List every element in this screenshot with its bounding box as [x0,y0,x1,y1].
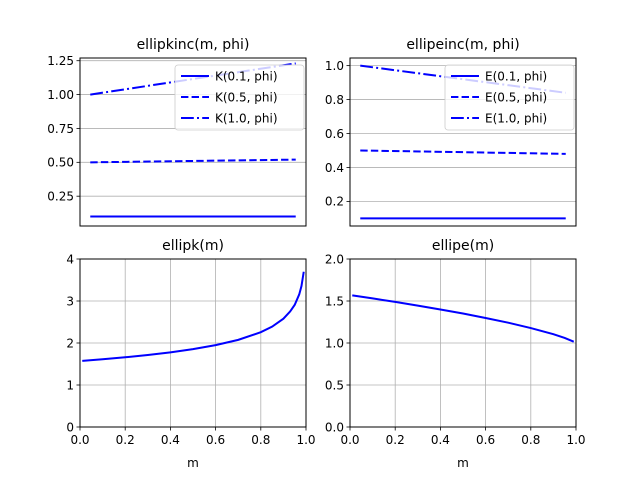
subplot-4: 0.0 0.5 1.0 1.5 2.0 0.0 0.2 0.4 0.6 0.8 1.0 ellipe(… [325,238,586,470]
axes-frame [79,258,307,428]
legend-box [174,64,305,131]
legend: E(0.1, phi) E(0.5, phi) E(1.0, phi) [444,64,575,131]
axes-frame [79,57,307,227]
legend: K(0.1, phi) K(0.5, phi) K(1.0, phi) [174,64,305,131]
y-tick-label: 0.2 [325,195,344,209]
legend-label: E(1.0, phi) [485,111,547,125]
x-tick-label: 0.6 [206,433,225,447]
x-tick-label: 0.6 [476,433,495,447]
axes-frame [349,57,577,227]
legend-label: K(0.5, phi) [215,90,278,104]
axes-frame [349,258,577,428]
legend-label: E(0.5, phi) [485,90,547,104]
x-tick-label: 1.0 [296,433,315,447]
series-line-1 [82,271,305,362]
subplot-1: 0.25 0.50 0.75 1.00 1.25 ellipkinc(m, phi) K(0… [47,37,307,227]
y-tick-label: 3 [66,294,74,308]
y-tick-label: 1.0 [325,59,344,73]
series-line-1 [352,294,575,343]
series-line-2 [360,149,566,155]
x-tick-label: 0.8 [251,433,270,447]
legend-label: K(0.1, phi) [215,69,278,83]
y-tick-label: 0.6 [325,127,344,141]
x-tick-label: 0.2 [116,433,135,447]
legend-label: E(0.1, phi) [485,69,547,83]
y-tick-label: 1 [66,378,74,392]
x-tick-label: 0.2 [386,433,405,447]
subplot-title: ellipkinc(m, phi) [137,37,250,53]
x-tick-label: 0.4 [161,433,180,447]
y-tick-label: 0.50 [47,156,74,170]
y-tick-label: 0.0 [325,420,344,434]
y-tick-label: 0 [66,420,74,434]
y-tick-label: 4 [66,252,74,266]
legend-label: K(1.0, phi) [215,111,278,125]
subplot-title: ellipe(m) [432,238,494,254]
x-tick-label: 1.0 [566,433,585,447]
x-axis-label: m [187,456,199,470]
legend-box [444,64,575,131]
x-tick-label: 0.4 [431,433,450,447]
x-tick-label: 0.0 [70,433,89,447]
y-tick-label: 2 [66,336,74,350]
y-tick-label: 0.8 [325,93,344,107]
y-tick-label: 0.4 [325,161,344,175]
subplot-title: ellipk(m) [162,238,224,254]
y-tick-label: 0.5 [325,378,344,392]
y-tick-label: 1.5 [325,294,344,308]
y-tick-label: 1.0 [325,336,344,350]
x-tick-label: 0.8 [521,433,540,447]
x-tick-label: 0.0 [340,433,359,447]
y-tick-label: 0.25 [47,189,74,203]
y-tick-label: 2.0 [325,252,344,266]
subplot-title: ellipeinc(m, phi) [406,37,519,53]
series-line-2 [90,158,296,164]
subplot-2: 0.2 0.4 0.6 0.8 1.0 ellipeinc(m, phi) E(0.1, p… [325,37,577,227]
x-axis-label: m [457,456,469,470]
y-tick-label: 0.75 [47,122,74,136]
y-tick-label: 1.00 [47,88,74,102]
subplot-3: 0 1 2 3 4 0.0 0.2 0.4 0.6 0.8 1.0 ellipk(m) m [66,238,315,470]
y-tick-label: 1.25 [47,54,74,68]
